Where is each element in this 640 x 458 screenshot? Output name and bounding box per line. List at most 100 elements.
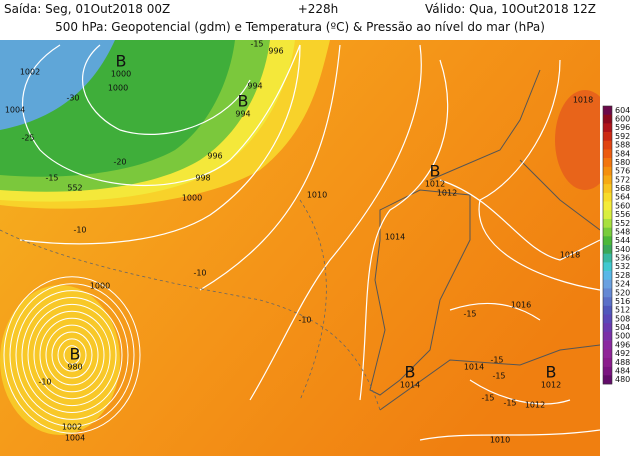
contour-label: 998 xyxy=(195,174,210,183)
colorbar-tick-label: 484 xyxy=(615,366,630,375)
contour-label: -15 xyxy=(250,40,263,49)
colorbar-tick-label: 536 xyxy=(615,254,630,263)
colorbar-frame xyxy=(602,105,613,385)
colorbar-tick-label: 528 xyxy=(615,271,630,280)
contour-label: 1004 xyxy=(5,106,25,115)
issued-time: Saída: Seg, 01Out2018 00Z xyxy=(4,2,170,16)
low-symbol: B xyxy=(238,92,249,111)
contour-label: 1014 xyxy=(385,233,405,242)
colorbar-tick-label: 540 xyxy=(615,245,630,254)
contour-label: 1004 xyxy=(65,434,85,443)
colorbar-tick-label: 560 xyxy=(615,201,630,210)
contour-label: 1018 xyxy=(560,251,580,260)
low-pressure: 1012 xyxy=(541,381,561,390)
colorbar-tick-label: 516 xyxy=(615,297,630,306)
contour-label: 1002 xyxy=(62,423,82,432)
low-pressure: 1000 xyxy=(111,70,131,79)
contour-label: 1012 xyxy=(437,189,457,198)
colorbar-tick-label: 488 xyxy=(615,358,630,367)
colorbar-swatch xyxy=(603,184,612,194)
contour-label: 1000 xyxy=(108,84,128,93)
colorbar-swatch xyxy=(603,271,612,281)
contour-label: -15 xyxy=(463,310,476,319)
isobar-ring xyxy=(9,283,135,427)
colorbar-swatch xyxy=(603,158,612,168)
colorbar-tick-label: 492 xyxy=(615,349,630,358)
colorbar-swatch xyxy=(603,192,612,202)
contour-label: -20 xyxy=(113,158,126,167)
low-pressure: 980 xyxy=(67,363,82,372)
colorbar-swatch xyxy=(603,175,612,185)
colorbar-swatch xyxy=(603,245,612,254)
colorbar-swatch xyxy=(603,149,612,159)
low-symbol: B xyxy=(70,345,81,364)
colorbar-swatch xyxy=(603,132,612,142)
valid-time: Válido: Qua, 10Out2018 12Z xyxy=(425,2,596,16)
colorbar-tick-label: 552 xyxy=(615,219,630,228)
colorbar-tick-label: 524 xyxy=(615,280,630,289)
contour-label: 996 xyxy=(207,152,222,161)
colorbar-tick-label: 576 xyxy=(615,167,630,176)
contour-label: -30 xyxy=(66,94,79,103)
colorbar-tick-label: 604 xyxy=(615,106,630,115)
colorbar-swatch xyxy=(603,375,612,385)
contour-label: 1010 xyxy=(307,191,327,200)
colorbar-swatch xyxy=(603,323,612,333)
subtitle: 500 hPa: Geopotencial (gdm) e Temperatur… xyxy=(55,20,545,34)
contour-label: -15 xyxy=(490,356,503,365)
lead-time: +228h xyxy=(298,2,339,16)
contour-label: -25 xyxy=(21,134,34,143)
contour-label: 552 xyxy=(67,184,82,193)
contour-label: 1014 xyxy=(464,363,484,372)
contour-label: 994 xyxy=(247,82,262,91)
contour-label: -15 xyxy=(503,399,516,408)
low-pressure: 994 xyxy=(235,110,250,119)
colorbar-swatch xyxy=(603,218,612,228)
colorbar-swatch xyxy=(603,279,612,289)
colorbar-tick-label: 548 xyxy=(615,227,630,236)
colorbar-tick-label: 572 xyxy=(615,175,630,184)
contour-label: -15 xyxy=(45,174,58,183)
colorbar-swatch xyxy=(603,305,612,315)
colorbar-tick-label: 592 xyxy=(615,132,630,141)
colorbar-tick-label: 500 xyxy=(615,332,630,341)
colorbar-tick-label: 480 xyxy=(615,375,630,384)
contour-label: -10 xyxy=(73,226,86,235)
colorbar-tick-label: 600 xyxy=(615,115,630,124)
isobar-ring xyxy=(21,297,123,413)
isobar-ring xyxy=(27,303,117,407)
contour-label: 1010 xyxy=(490,436,510,445)
colorbar-tick-label: 508 xyxy=(615,314,630,323)
contour-label: 1018 xyxy=(573,96,593,105)
low-symbol: B xyxy=(116,52,127,71)
colorbar-tick-label: 584 xyxy=(615,149,630,158)
colorbar-tick-label: 568 xyxy=(615,184,630,193)
contour-label: -10 xyxy=(193,269,206,278)
colorbar-swatch xyxy=(603,166,612,176)
colorbar-swatch xyxy=(603,314,612,324)
colorbar-swatch xyxy=(603,253,612,263)
colorbar-swatch xyxy=(603,227,612,237)
contour-label: -10 xyxy=(38,378,51,387)
isobar-ring xyxy=(51,331,93,379)
colorbar-swatch xyxy=(603,366,612,376)
colorbar-tick-label: 564 xyxy=(615,193,630,202)
contour-label: 1002 xyxy=(20,68,40,77)
colorbar-tick-label: 544 xyxy=(615,236,630,245)
contour-label: 1012 xyxy=(525,401,545,410)
colorbar-tick-label: 496 xyxy=(615,340,630,349)
contour-label: 1000 xyxy=(90,282,110,291)
colorbar-tick-label: 580 xyxy=(615,158,630,167)
colorbar-swatch xyxy=(603,288,612,298)
contour-label: 1000 xyxy=(182,194,202,203)
low-symbol: B xyxy=(430,162,441,181)
isobar-ring xyxy=(15,290,129,420)
colorbar-swatch xyxy=(603,236,612,246)
isobar-ring xyxy=(3,276,141,434)
colorbar-swatch xyxy=(603,349,612,359)
low-symbol: B xyxy=(546,363,557,382)
isobar-ring xyxy=(57,338,87,372)
contour-label: -15 xyxy=(492,372,505,381)
colorbar-tick-label: 596 xyxy=(615,123,630,132)
